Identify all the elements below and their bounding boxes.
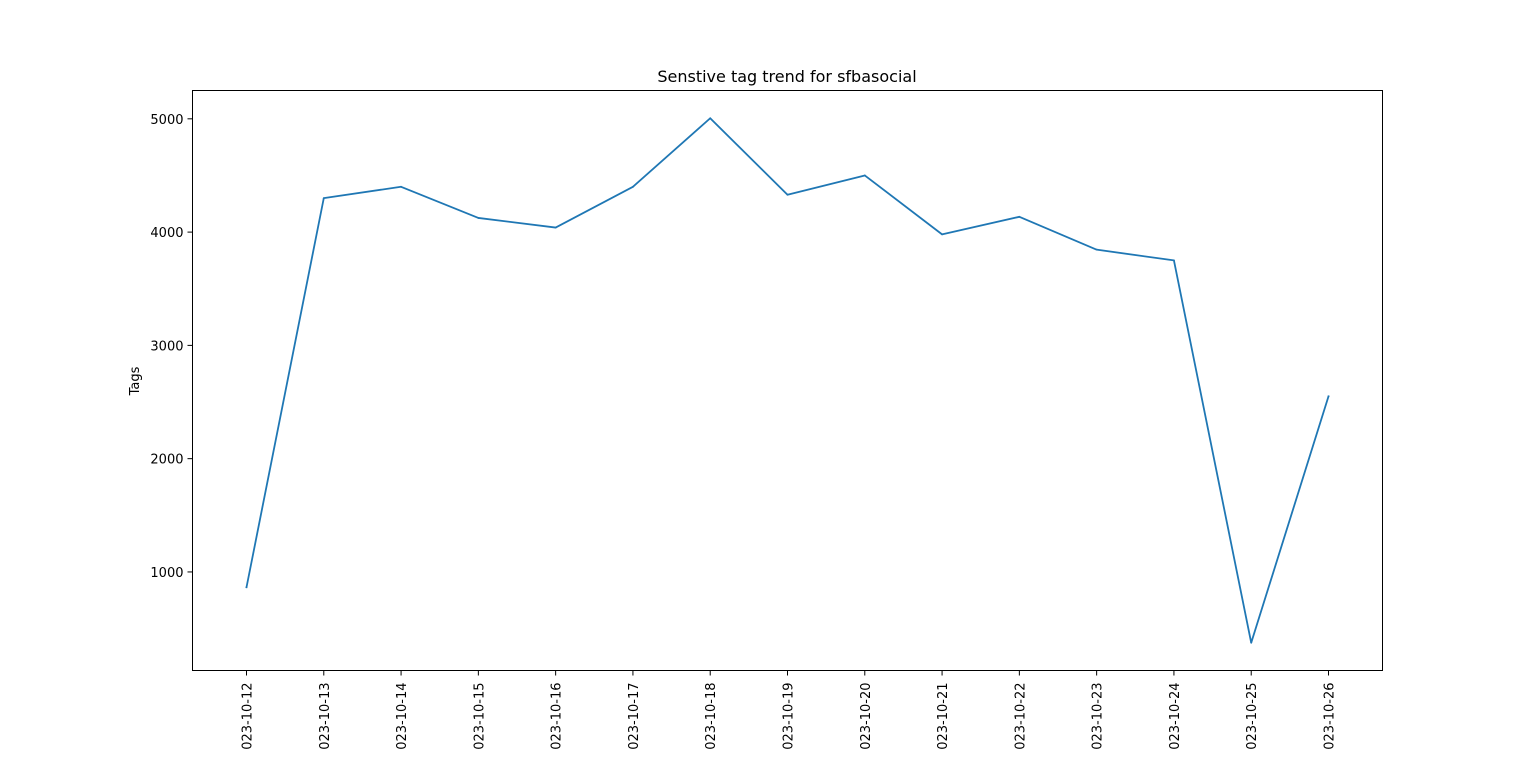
x-tick-label: 023-10-12 — [241, 683, 256, 750]
plot-frame — [192, 90, 1383, 671]
data-point — [632, 185, 634, 188]
data-point — [477, 217, 480, 219]
y-axis-label: Tags — [128, 366, 143, 396]
x-tick-label: 023-10-15 — [472, 683, 487, 750]
y-tick-label: 4000 — [150, 226, 183, 241]
x-tick-label: 023-10-23 — [1091, 683, 1106, 750]
x-tick-label: 023-10-20 — [859, 683, 874, 750]
x-tick-label: 023-10-19 — [782, 683, 797, 750]
data-point — [245, 586, 248, 589]
y-tick-label: 2000 — [150, 453, 183, 468]
data-point — [400, 185, 402, 188]
y-tick-label: 3000 — [150, 339, 183, 354]
data-point — [1173, 259, 1175, 262]
data-point — [863, 174, 866, 177]
x-tick-label: 023-10-25 — [1245, 683, 1260, 750]
x-tick-label: 023-10-22 — [1013, 683, 1028, 750]
data-point — [786, 193, 789, 196]
data-point — [322, 197, 325, 200]
x-tick-label: 023-10-24 — [1168, 683, 1183, 750]
data-point — [1327, 395, 1330, 398]
series-layer — [245, 117, 1330, 644]
x-tick-label: 023-10-21 — [936, 683, 951, 750]
x-tick-label: 023-10-18 — [704, 683, 719, 750]
y-axis: 1000 2000 3000 4000 5000 — [150, 113, 193, 581]
x-tick-label: 023-10-13 — [318, 683, 333, 750]
series-line — [245, 117, 1330, 644]
chart-title: Senstive tag trend for sfbasocial — [657, 67, 916, 86]
data-point — [554, 226, 557, 229]
data-point — [1095, 248, 1098, 251]
data-point — [941, 233, 943, 236]
data-point — [709, 117, 712, 120]
x-tick-label: 023-10-14 — [395, 683, 410, 750]
x-tick-label: 023-10-17 — [627, 683, 642, 750]
data-point — [1018, 215, 1021, 218]
y-tick-label: 1000 — [150, 566, 183, 581]
y-tick-label: 5000 — [150, 113, 183, 128]
x-tick-label: 023-10-16 — [550, 683, 565, 750]
data-point — [1250, 641, 1253, 644]
x-tick-label: 023-10-26 — [1323, 683, 1338, 750]
x-axis: 023-10-12 023-10-13 023-10-14 023-10-15 023-… — [241, 670, 1338, 750]
